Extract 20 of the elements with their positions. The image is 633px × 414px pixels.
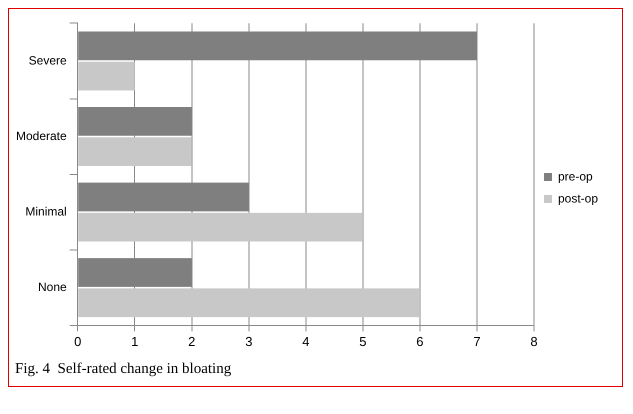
bar bbox=[78, 212, 363, 242]
x-tick-label: 6 bbox=[416, 334, 424, 349]
x-tick-label: 3 bbox=[245, 334, 252, 349]
x-tick-label: 5 bbox=[359, 334, 366, 349]
y-tick-label: None bbox=[38, 280, 68, 294]
caption: Fig. 4 Self-rated change in bloating bbox=[14, 360, 232, 379]
bar bbox=[78, 62, 135, 90]
bar bbox=[78, 137, 192, 166]
legend-label: post-op bbox=[558, 191, 598, 206]
x-tick-label: 1 bbox=[131, 334, 138, 349]
y-tick-label: Severe bbox=[28, 53, 68, 68]
legend-label: pre-op bbox=[558, 169, 593, 184]
x-tick-label: 0 bbox=[74, 334, 82, 349]
y-tick-label: Minimal bbox=[25, 204, 67, 218]
bar bbox=[78, 288, 420, 318]
x-tick-label: 2 bbox=[188, 334, 196, 349]
x-tick-label: 8 bbox=[530, 334, 538, 349]
x-tick-label: 4 bbox=[302, 334, 310, 349]
y-tick-label: Moderate bbox=[16, 128, 68, 143]
x-tick-label: 7 bbox=[473, 334, 481, 349]
